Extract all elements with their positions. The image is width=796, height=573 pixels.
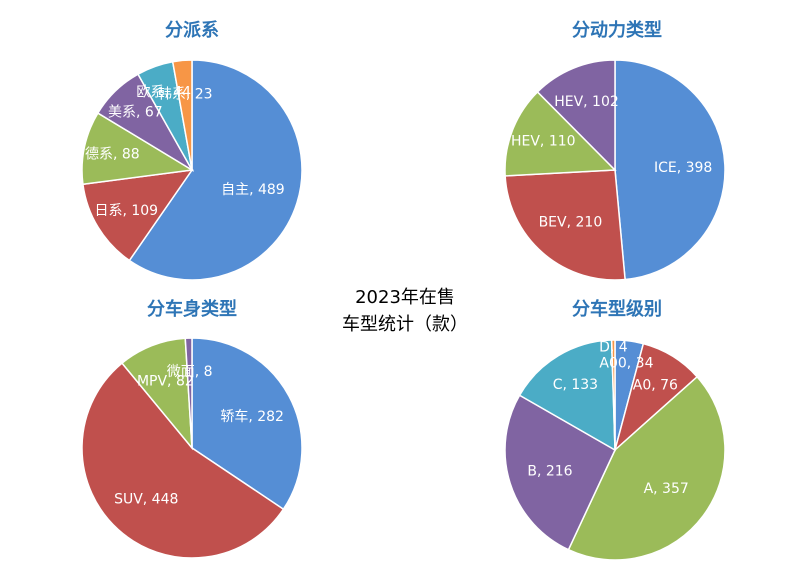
- pie-slice-factions-1: [82, 169, 194, 262]
- pie-label-powertrain-2: PHEV, 110: [503, 134, 576, 150]
- pie-label-powertrain-0: ICE, 398: [654, 160, 712, 176]
- pie-label-segment-4: C, 133: [553, 377, 598, 393]
- pie-slice-factions-5: [171, 59, 193, 171]
- chart-title-segment: 分车型级别: [572, 298, 662, 320]
- pie-label-powertrain-1: BEV, 210: [539, 215, 603, 231]
- pie-label-factions-2: 德系, 88: [85, 146, 140, 162]
- pie-label-body-type-0: 轿车, 282: [220, 408, 284, 425]
- pie-label-body-type-3: 微面, 8: [167, 364, 213, 380]
- pie-label-factions-3: 美系, 67: [108, 105, 163, 121]
- pie-label-body-type-1: SUV, 448: [114, 492, 178, 508]
- pie-label-factions-1: 日系, 109: [94, 203, 158, 219]
- pie-slice-factions-2: [81, 112, 195, 186]
- pie-slice-factions-0: [128, 59, 303, 281]
- pie-label-segment-3: B, 216: [527, 464, 572, 480]
- pie-label-factions-4: 欧系, 44: [136, 84, 191, 100]
- pie-slice-segment-2: [567, 375, 726, 561]
- pie-label-body-type-2: MPV, 82: [137, 373, 194, 389]
- chart-title-body-type: 分车身类型: [147, 298, 237, 320]
- chart-title-powertrain: 分动力类型: [572, 19, 662, 41]
- pie-slice-segment-3: [504, 394, 616, 551]
- pie-slice-powertrain-0: [614, 59, 726, 281]
- pie-powertrain: ICE, 398 BEV, 210 PHEV, 110 HEV, 102: [503, 59, 726, 281]
- pie-label-segment-1: A0, 76: [633, 377, 678, 393]
- pie-slice-powertrain-3: [536, 59, 616, 172]
- figure-title-line2: 车型统计（款）: [342, 314, 468, 335]
- pie-slice-body-type-1: [81, 362, 285, 559]
- pie-slice-segment-4: [518, 339, 616, 452]
- pie-segment: A00, 34 A0, 76 A, 357 B, 216 C, 133 D, 4: [504, 339, 726, 561]
- pie-label-segment-5: D, 4: [599, 340, 628, 356]
- pie-label-factions-0: 自主, 489: [221, 182, 285, 198]
- pie-slice-body-type-3: [184, 337, 193, 449]
- pie-slice-powertrain-2: [504, 90, 617, 177]
- pie-slice-segment-5: [610, 339, 616, 451]
- pie-label-segment-2: A, 357: [644, 481, 689, 497]
- pie-slice-powertrain-1: [504, 169, 626, 281]
- figure-title-line1: 2023年在售: [355, 287, 455, 308]
- pie-label-factions-5: 韩系, 23: [158, 86, 213, 102]
- chart-title-factions: 分派系: [165, 20, 219, 41]
- pie-label-powertrain-3: HEV, 102: [554, 94, 619, 110]
- pie-label-segment-0: A00, 34: [599, 356, 653, 372]
